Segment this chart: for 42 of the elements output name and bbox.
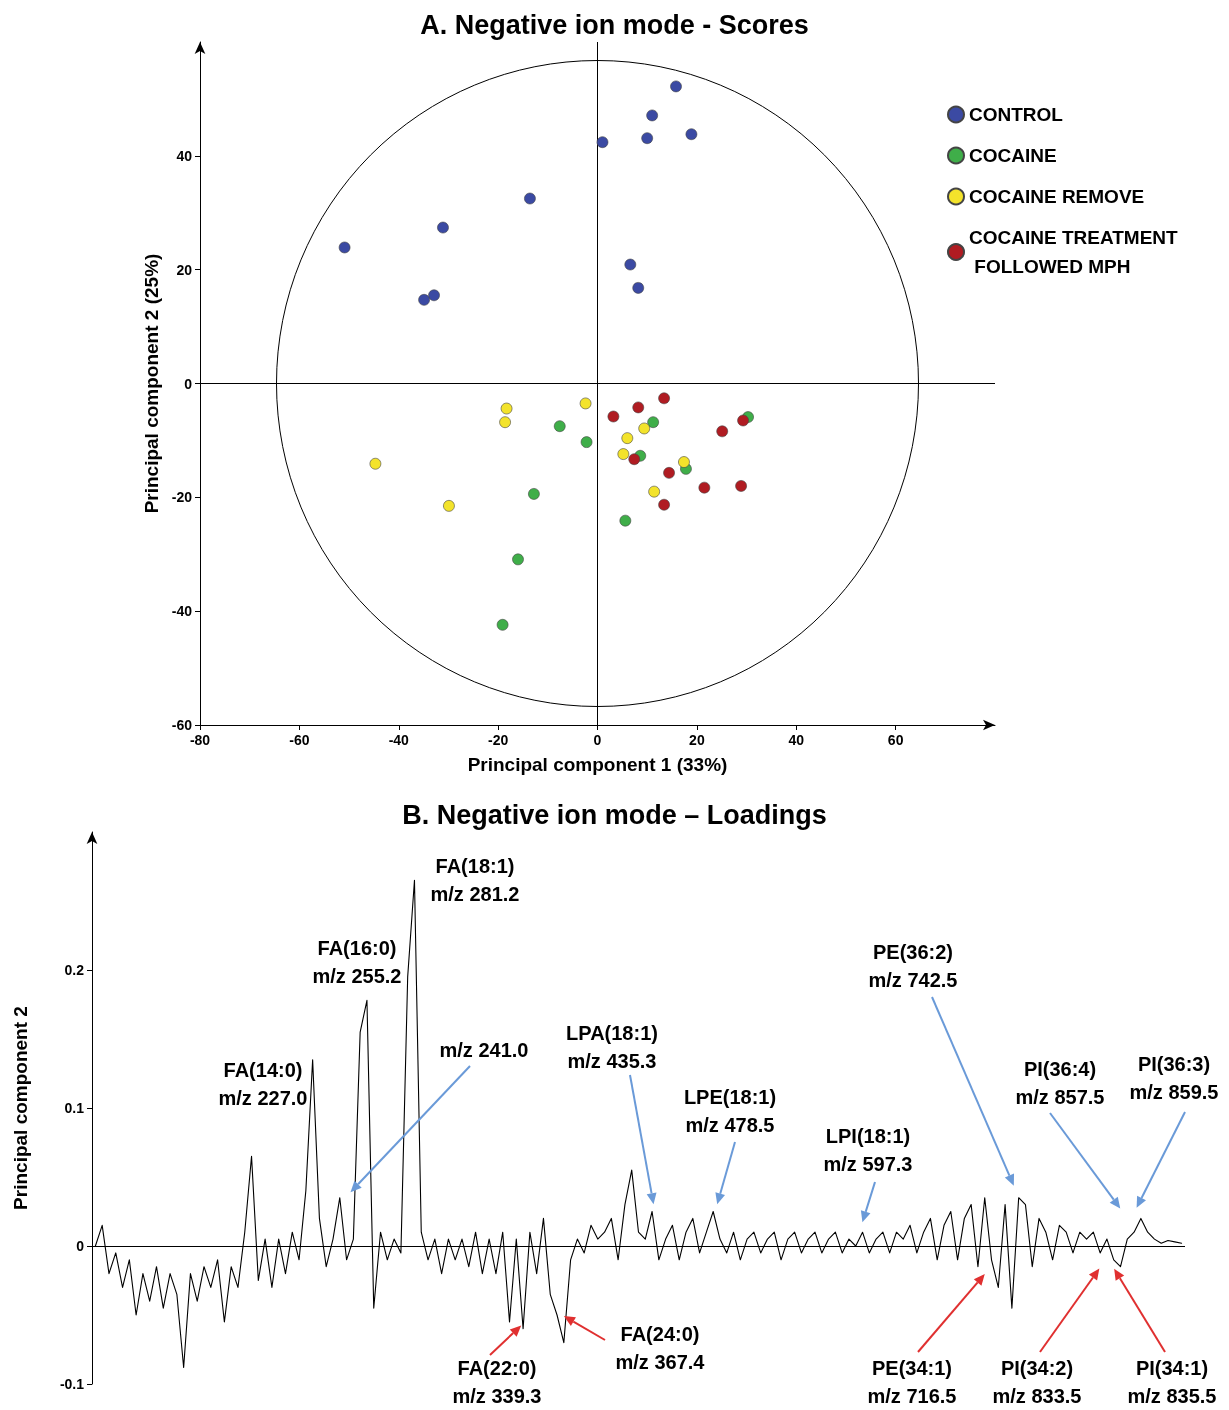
x-tick-label: -40 xyxy=(388,732,410,748)
legend-label: COCAINE xyxy=(969,145,1057,166)
annotation: PI(34:1) m/z 835.5 xyxy=(1127,1357,1217,1407)
annotation: PI(36:4) m/z 857.5 xyxy=(1015,1058,1105,1108)
x-tick-label: 20 xyxy=(689,732,705,748)
y-tick-label: 0 xyxy=(76,1238,85,1254)
y-tick-label: -60 xyxy=(171,717,193,733)
annotation: LPE(18:1) m/z 478.5 xyxy=(683,1086,777,1136)
annotation: PE(36:2) m/z 742.5 xyxy=(868,941,958,991)
legend-label: COCAINE TREATMENT FOLLOWED MPH xyxy=(969,227,1179,277)
annotation: FA(22:0) m/z 339.3 xyxy=(452,1357,542,1407)
x-tick-label: -80 xyxy=(189,732,211,748)
y-tick-label: 0 xyxy=(184,375,193,392)
y-axis-title: Principal component 2 xyxy=(10,1006,31,1210)
x-tick-label: -60 xyxy=(289,732,310,748)
annotation: PI(34:2) m/z 833.5 xyxy=(992,1357,1082,1407)
annotation: PI(36:3) m/z 859.5 xyxy=(1129,1053,1219,1103)
x-tick-label: 0 xyxy=(593,732,602,748)
legend-label: CONTROL xyxy=(969,104,1064,125)
annotation: FA(24:0) m/z 367.4 xyxy=(615,1323,706,1373)
x-tick-label: -20 xyxy=(488,732,509,748)
annotation: LPA(18:1) m/z 435.3 xyxy=(566,1022,658,1072)
y-axis-title: Principal component 2 (25%) xyxy=(140,253,162,514)
chart-title: A. Negative ion mode - Scores xyxy=(420,9,809,40)
y-tick-label: 40 xyxy=(176,147,193,164)
y-tick-label: 0.1 xyxy=(64,1100,85,1116)
x-tick-label: 40 xyxy=(788,732,805,748)
annotation: FA(16:0) m/z 255.2 xyxy=(312,937,402,987)
x-tick-label: 60 xyxy=(887,732,904,748)
y-tick-label: -20 xyxy=(171,489,193,506)
x-axis-title: Principal component 1 (33%) xyxy=(467,754,728,775)
annotation: FA(18:1) m/z 281.2 xyxy=(430,855,520,905)
annotation: LPI(18:1) m/z 597.3 xyxy=(823,1125,913,1175)
y-tick-label: 20 xyxy=(176,261,193,278)
y-tick-label: 0.2 xyxy=(64,962,85,978)
annotation: PE(34:1) m/z 716.5 xyxy=(867,1357,957,1407)
chart-title: B. Negative ion mode – Loadings xyxy=(402,799,827,830)
annotation: FA(14:0) m/z 227.0 xyxy=(218,1059,308,1109)
y-tick-label: -0.1 xyxy=(59,1376,85,1392)
y-tick-label: -40 xyxy=(171,603,193,620)
annotation: m/z 241.0 xyxy=(439,1039,529,1061)
legend-label: COCAINE REMOVE xyxy=(969,186,1145,207)
